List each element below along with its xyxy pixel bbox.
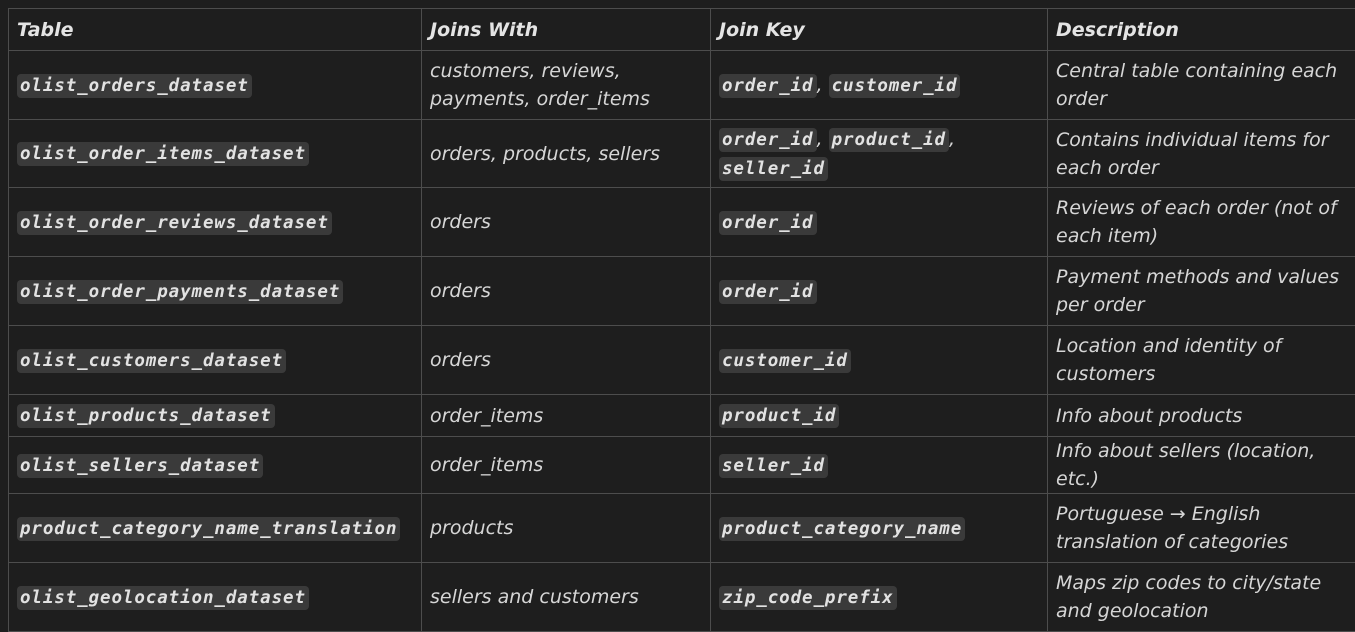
- join-key-cell: order_id: [711, 188, 1048, 257]
- description-cell: Info about sellers (location, etc.): [1048, 437, 1355, 494]
- join-key: seller_id: [719, 157, 828, 181]
- header-join-key: Join Key: [711, 9, 1048, 51]
- description-cell: Portuguese → English translation of cate…: [1048, 494, 1355, 563]
- description-cell: Reviews of each order (not of each item): [1048, 188, 1355, 257]
- table-name: olist_customers_dataset: [17, 349, 286, 373]
- joins-with-cell: orders: [422, 188, 711, 257]
- table-name: olist_order_reviews_dataset: [17, 211, 332, 235]
- table-row: olist_geolocation_dataset sellers and cu…: [9, 563, 1355, 632]
- table-name-cell: olist_customers_dataset: [9, 326, 422, 395]
- header-joins-with: Joins With: [422, 9, 711, 51]
- join-key: customer_id: [829, 74, 961, 98]
- table-row: olist_order_reviews_dataset orders order…: [9, 188, 1355, 257]
- description-cell: Location and identity of customers: [1048, 326, 1355, 395]
- description-cell: Contains individual items for each order: [1048, 120, 1355, 188]
- header-row: Table Joins With Join Key Description: [9, 9, 1355, 51]
- table-name-cell: olist_order_items_dataset: [9, 120, 422, 188]
- join-key: product_id: [829, 128, 949, 152]
- joins-with-cell: orders, products, sellers: [422, 120, 711, 188]
- joins-with-cell: order_items: [422, 437, 711, 494]
- table-name-cell: olist_orders_dataset: [9, 51, 422, 120]
- table-row: olist_order_items_dataset orders, produc…: [9, 120, 1355, 188]
- join-key: customer_id: [719, 349, 851, 373]
- join-key: order_id: [719, 128, 817, 152]
- description-cell: Payment methods and values per order: [1048, 257, 1355, 326]
- join-key: order_id: [719, 74, 817, 98]
- join-key-cell: zip_code_prefix: [711, 563, 1048, 632]
- table-name-cell: olist_geolocation_dataset: [9, 563, 422, 632]
- join-key: order_id: [719, 211, 817, 235]
- table-name-cell: olist_order_reviews_dataset: [9, 188, 422, 257]
- join-key: order_id: [719, 280, 817, 304]
- table-name-cell: olist_products_dataset: [9, 395, 422, 437]
- join-key-cell: order_id: [711, 257, 1048, 326]
- table-row: product_category_name_translation produc…: [9, 494, 1355, 563]
- join-key-cell: order_id, customer_id: [711, 51, 1048, 120]
- table-name-cell: olist_sellers_dataset: [9, 437, 422, 494]
- join-key: zip_code_prefix: [719, 586, 897, 610]
- description-cell: Info about products: [1048, 395, 1355, 437]
- table-row: olist_order_payments_dataset orders orde…: [9, 257, 1355, 326]
- joins-with-cell: customers, reviews, payments, order_item…: [422, 51, 711, 120]
- table-name-cell: product_category_name_translation: [9, 494, 422, 563]
- table-row: olist_products_dataset order_items produ…: [9, 395, 1355, 437]
- table-name: olist_geolocation_dataset: [17, 586, 309, 610]
- join-table: Table Joins With Join Key Description ol…: [8, 8, 1355, 632]
- join-key-cell: product_category_name: [711, 494, 1048, 563]
- join-key-cell: product_id: [711, 395, 1048, 437]
- joins-with-cell: orders: [422, 326, 711, 395]
- joins-with-cell: products: [422, 494, 711, 563]
- join-key-cell: customer_id: [711, 326, 1048, 395]
- table-name: olist_order_payments_dataset: [17, 280, 343, 304]
- table-row: olist_sellers_dataset order_items seller…: [9, 437, 1355, 494]
- join-key-cell: seller_id: [711, 437, 1048, 494]
- joins-with-cell: orders: [422, 257, 711, 326]
- table-name-cell: olist_order_payments_dataset: [9, 257, 422, 326]
- join-key-cell: order_id, product_id,seller_id: [711, 120, 1048, 188]
- table-row: olist_orders_dataset customers, reviews,…: [9, 51, 1355, 120]
- table-name: olist_sellers_dataset: [17, 454, 263, 478]
- join-key: seller_id: [719, 454, 828, 478]
- table-row: olist_customers_dataset orders customer_…: [9, 326, 1355, 395]
- join-key: product_category_name: [719, 517, 965, 541]
- header-description: Description: [1048, 9, 1355, 51]
- joins-with-cell: sellers and customers: [422, 563, 711, 632]
- joins-with-cell: order_items: [422, 395, 711, 437]
- description-cell: Central table containing each order: [1048, 51, 1355, 120]
- table-name: olist_orders_dataset: [17, 74, 252, 98]
- header-table: Table: [9, 9, 422, 51]
- join-key: product_id: [719, 404, 839, 428]
- table-name: olist_order_items_dataset: [17, 142, 309, 166]
- table-name: product_category_name_translation: [17, 517, 400, 541]
- table-name: olist_products_dataset: [17, 404, 275, 428]
- description-cell: Maps zip codes to city/state and geoloca…: [1048, 563, 1355, 632]
